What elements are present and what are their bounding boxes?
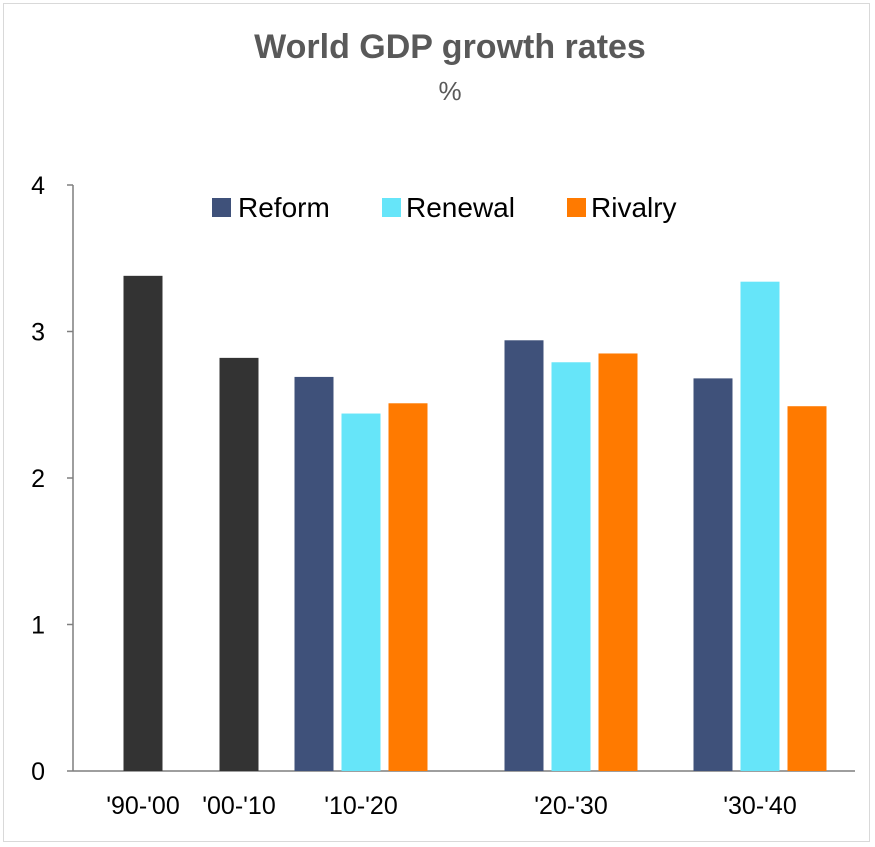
legend-label-reform: Reform: [238, 192, 330, 223]
bar-renewal: [740, 281, 780, 771]
x-tick-label: '20-'30: [534, 792, 608, 820]
legend-swatch-reform: [212, 198, 231, 217]
legend-swatch-renewal: [382, 198, 401, 217]
y-tick-label: 0: [31, 758, 45, 786]
bar-reform: [504, 340, 544, 771]
bar-rivalry: [598, 353, 638, 771]
y-tick-label: 3: [31, 319, 45, 347]
axes: 0 1 2 3 4 '90-'00 '00-'10 '10-'20 '20-'30 '30-'40: [31, 172, 855, 820]
x-tick-label: '10-'20: [324, 792, 398, 820]
bar-rivalry: [787, 406, 827, 771]
legend-swatch-rivalry: [567, 198, 586, 217]
bar-reform: [693, 378, 733, 771]
bars: [123, 275, 827, 771]
y-tick-label: 2: [31, 465, 45, 493]
chart-title: World GDP growth rates: [254, 28, 646, 66]
legend-label-renewal: Renewal: [406, 192, 515, 223]
bar-renewal: [341, 413, 381, 771]
legend: Reform Renewal Rivalry: [212, 192, 677, 223]
legend-label-rivalry: Rivalry: [591, 192, 677, 223]
bar-reform: [294, 376, 334, 771]
y-tick-label: 1: [31, 612, 45, 640]
bar-historical: [219, 357, 259, 771]
x-tick-label: '30-'40: [723, 792, 797, 820]
x-tick-label: '00-'10: [202, 792, 276, 820]
x-tick-label: '90-'00: [106, 792, 180, 820]
bar-historical: [123, 275, 163, 771]
chart-subtitle: %: [438, 76, 461, 106]
bar-renewal: [551, 362, 591, 771]
y-tick-label: 4: [31, 172, 45, 200]
bar-rivalry: [388, 403, 428, 771]
